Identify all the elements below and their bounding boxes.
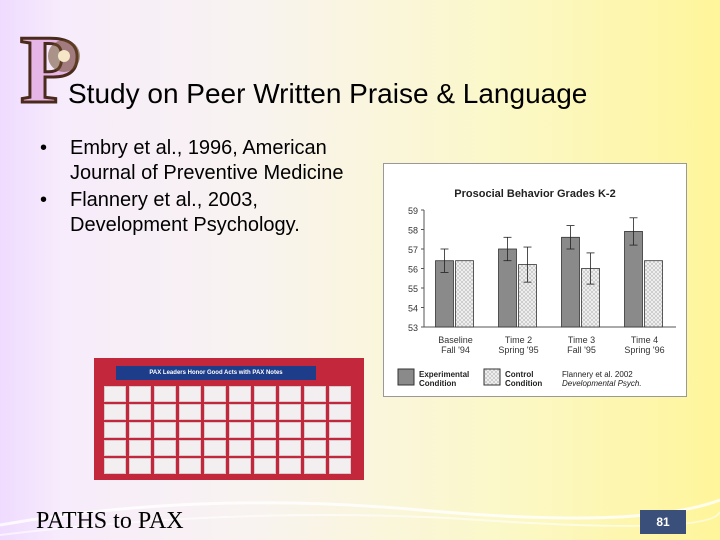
pax-note [154, 440, 176, 456]
pax-note [254, 422, 276, 438]
pax-note [104, 386, 126, 402]
experimental-bar [624, 231, 643, 328]
pax-note [229, 458, 251, 474]
legend-label-experimental: Experimental [419, 370, 469, 379]
chart-title: Prosocial Behavior Grades K-2 [454, 188, 615, 200]
x-tick-label: Time 4 [631, 335, 658, 345]
control-bar [644, 260, 663, 328]
pax-note [229, 422, 251, 438]
x-tick-label: Baseline [438, 335, 473, 345]
legend-label-control: Condition [505, 379, 542, 388]
pax-note [179, 458, 201, 474]
pax-note [304, 440, 326, 456]
legend-label-experimental: Condition [419, 379, 456, 388]
pax-note [204, 386, 226, 402]
pax-note [204, 404, 226, 420]
page-number-badge: 81 [640, 510, 686, 534]
pax-note [129, 458, 151, 474]
y-tick-label: 54 [408, 304, 418, 314]
y-tick-label: 56 [408, 265, 418, 275]
pax-note [154, 458, 176, 474]
legend-label-control: Control [505, 370, 533, 379]
y-tick-label: 53 [408, 323, 418, 333]
pax-note [279, 422, 301, 438]
prosocial-chart: Prosocial Behavior Grades K-2 53 54 55 56 57 5… [383, 163, 687, 397]
bullet-list: • Embry et al., 1996, American Journal o… [40, 136, 370, 240]
pax-note [254, 404, 276, 420]
bullet-item: • Flannery et al., 2003, Development Psy… [40, 188, 370, 238]
pax-note [104, 458, 126, 474]
x-tick-label: Fall '94 [441, 345, 470, 355]
slide-side-gradient [0, 0, 60, 540]
pax-note [254, 458, 276, 474]
x-tick-label: Time 3 [568, 335, 595, 345]
slide-title: Study on Peer Written Praise & Language [68, 78, 588, 109]
pax-note [129, 440, 151, 456]
x-tick-label: Spring '96 [624, 345, 664, 355]
pax-note [129, 404, 151, 420]
pax-note [104, 404, 126, 420]
chart-svg: Prosocial Behavior Grades K-2 53 54 55 56 57 5… [397, 188, 676, 388]
x-tick-label: Time 2 [505, 335, 532, 345]
bullet-dot-icon: • [40, 137, 48, 159]
bullet-item: • Embry et al., 1996, American Journal o… [40, 136, 370, 186]
y-tick-label: 59 [408, 206, 418, 216]
legend-swatch-control [483, 368, 501, 386]
chart-source: Developmental Psych. [562, 379, 642, 388]
pax-note [154, 422, 176, 438]
pax-note [154, 386, 176, 402]
pax-note [179, 422, 201, 438]
pax-note [254, 386, 276, 402]
pax-note [304, 386, 326, 402]
footer-brand: PATHS to PAX [36, 508, 184, 534]
pax-note [204, 440, 226, 456]
pax-note [329, 404, 351, 420]
pax-note [154, 404, 176, 420]
photo-banner: PAX Leaders Honor Good Acts with PAX Not… [116, 366, 316, 380]
pax-note [229, 404, 251, 420]
pax-note [104, 422, 126, 438]
pax-note [129, 386, 151, 402]
pax-note [304, 422, 326, 438]
x-tick-label: Spring '95 [498, 345, 538, 355]
bullet-text: Flannery et al., 2003, Development Psych… [70, 189, 300, 236]
pax-note [179, 386, 201, 402]
pax-note [129, 422, 151, 438]
pax-note [179, 440, 201, 456]
chart-source: Flannery et al. 2002 [562, 370, 633, 379]
pax-note [104, 440, 126, 456]
pax-note [329, 458, 351, 474]
y-tick-label: 55 [408, 284, 418, 294]
paths-logo-icon: P [19, 20, 82, 112]
x-tick-label: Fall '95 [567, 345, 596, 355]
pax-note [254, 440, 276, 456]
pax-note [329, 386, 351, 402]
pax-note [229, 440, 251, 456]
y-tick-label: 58 [408, 226, 418, 236]
y-tick-label: 57 [408, 245, 418, 255]
pax-note [204, 422, 226, 438]
legend-swatch-experimental [397, 368, 415, 386]
pax-note [279, 458, 301, 474]
experimental-bar [561, 236, 580, 328]
pax-note [329, 422, 351, 438]
control-bar [455, 260, 474, 328]
pax-note [279, 440, 301, 456]
bullet-dot-icon: • [40, 189, 48, 211]
pax-note [304, 458, 326, 474]
pax-note [229, 386, 251, 402]
pax-note [204, 458, 226, 474]
pax-notes-board-photo: PAX Leaders Honor Good Acts with PAX Not… [94, 358, 364, 480]
pax-note [279, 386, 301, 402]
bullet-text: Embry et al., 1996, American Journal of … [70, 137, 344, 184]
pax-note [279, 404, 301, 420]
pax-note [329, 440, 351, 456]
pax-note [179, 404, 201, 420]
pax-note [304, 404, 326, 420]
